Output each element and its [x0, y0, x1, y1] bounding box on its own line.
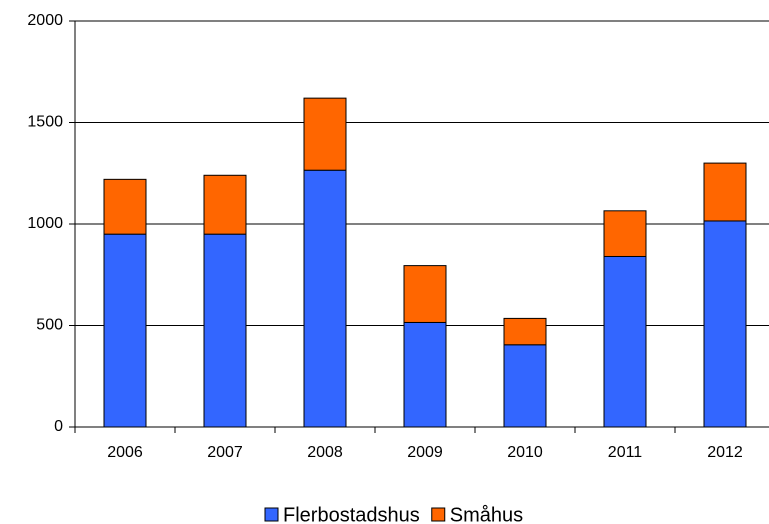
x-tick-label: 2008 [307, 444, 343, 461]
y-tick-label: 2000 [27, 12, 63, 29]
legend-text: Småhus [450, 504, 523, 524]
x-tick-label: 2009 [407, 444, 443, 461]
x-tick-label: 2007 [207, 444, 243, 461]
bar-segment [403, 265, 447, 323]
bar-segment [303, 169, 347, 428]
bar-segment [403, 321, 447, 428]
legend-swatch [431, 507, 446, 522]
bar-segment [203, 174, 247, 235]
bar-segment [603, 255, 647, 428]
y-tick-label: 1000 [27, 215, 63, 232]
bar-segment [603, 210, 647, 257]
bar-segment [703, 162, 747, 222]
bar-segment [703, 220, 747, 428]
bar-segment [503, 317, 547, 346]
y-tick-label: 1500 [27, 114, 63, 131]
x-tick-label: 2006 [107, 444, 143, 461]
x-tick-label: 2012 [707, 444, 743, 461]
bar-segment [103, 178, 147, 235]
x-tick-label: 2011 [608, 444, 643, 461]
y-tick-label: 500 [36, 317, 63, 334]
bar-segment [103, 233, 147, 428]
bar-segment [303, 97, 347, 171]
bar-segment [503, 344, 547, 428]
y-tick-label: 0 [54, 418, 63, 435]
legend-swatch [264, 507, 279, 522]
x-tick-label: 2010 [507, 444, 543, 461]
legend-text: Flerbostadshus [283, 504, 420, 524]
bar-segment [203, 233, 247, 428]
